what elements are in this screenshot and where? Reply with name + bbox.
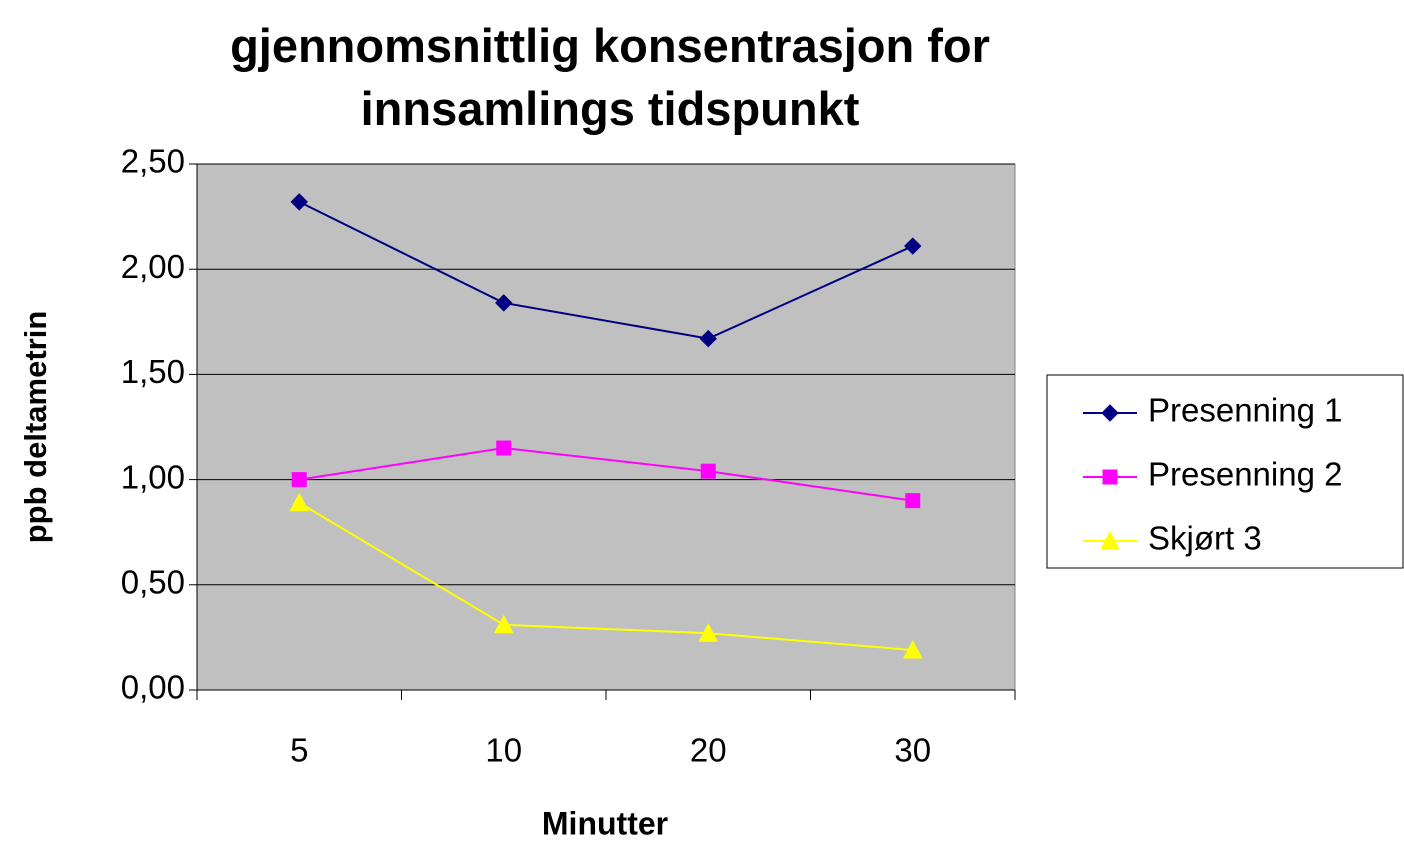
data-point (495, 294, 513, 312)
legend-label: Skjørt 3 (1148, 520, 1262, 557)
data-point (291, 472, 307, 488)
y-tick-label: 1,50 (121, 353, 185, 390)
data-point (698, 623, 719, 642)
data-point (699, 329, 717, 348)
y-tick-label: 2,00 (121, 248, 185, 285)
legend-label: Presenning 1 (1148, 392, 1342, 429)
data-point (905, 493, 921, 509)
y-tick-label: 1,00 (121, 458, 185, 495)
legend-label: Presenning 2 (1148, 456, 1342, 493)
legend-marker (1102, 469, 1118, 485)
y-axis-label: ppb deltametrin (18, 311, 53, 544)
legend-marker (1100, 530, 1120, 550)
data-point (493, 614, 514, 634)
series-line (298, 501, 913, 652)
plot-area (196, 163, 1016, 691)
data-point (289, 492, 310, 512)
y-tick-label: 2,50 (121, 143, 185, 180)
y-tick-label: 0,00 (121, 669, 185, 706)
data-point (290, 193, 308, 211)
x-tick-label: 5 (290, 732, 308, 769)
x-tick-label: 10 (485, 732, 522, 769)
y-tick-label: 0,50 (121, 564, 185, 601)
data-point (902, 639, 923, 659)
series-line (299, 447, 913, 502)
series-line (298, 200, 914, 340)
data-point (700, 463, 716, 479)
data-point (496, 440, 512, 456)
x-tick-label: 20 (690, 732, 727, 769)
chart-title: gjennomsnittlig konsentrasjon for innsam… (230, 19, 990, 135)
legend-marker (1101, 404, 1119, 422)
x-axis-label: Minutter (542, 805, 668, 841)
data-point (904, 237, 922, 255)
x-tick-label: 30 (894, 732, 931, 769)
